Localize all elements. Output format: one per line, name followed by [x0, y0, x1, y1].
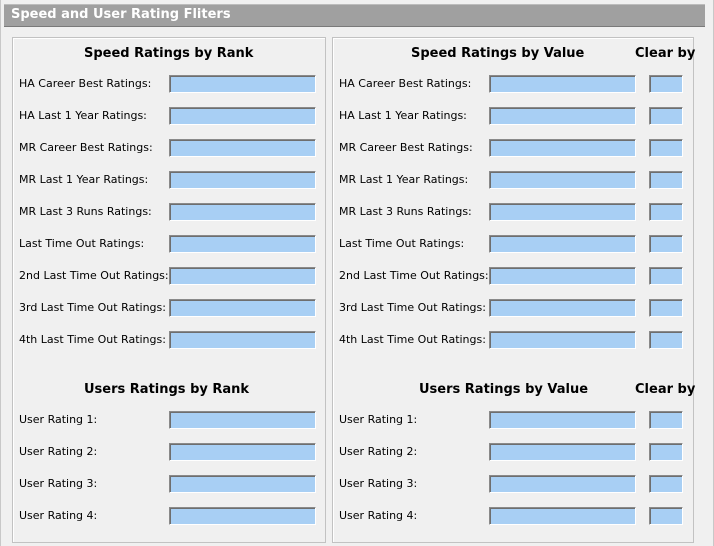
speed-rank-heading: Speed Ratings by Rank: [84, 46, 254, 61]
clear-by-input[interactable]: [649, 299, 683, 317]
rating-input[interactable]: [489, 107, 636, 125]
rating-input[interactable]: [169, 75, 316, 93]
field-label: User Rating 2:: [339, 445, 418, 458]
clear-by-input[interactable]: [649, 475, 683, 493]
window-title: Speed and User Rating Fliters: [11, 7, 231, 22]
rating-input[interactable]: [489, 411, 636, 429]
clear-by-input[interactable]: [649, 331, 683, 349]
rating-input[interactable]: [169, 171, 316, 189]
field-label: HA Career Best Ratings:: [19, 77, 152, 90]
rating-input[interactable]: [169, 107, 316, 125]
rating-input[interactable]: [169, 507, 316, 525]
field-label: MR Last 3 Runs Ratings:: [19, 205, 152, 218]
field-label: MR Career Best Ratings:: [19, 141, 153, 154]
rating-input[interactable]: [169, 475, 316, 493]
field-label: User Rating 3:: [339, 477, 418, 490]
field-label: 3rd Last Time Out Ratings:: [339, 301, 486, 314]
rating-input[interactable]: [489, 331, 636, 349]
rating-input[interactable]: [169, 235, 316, 253]
field-label: User Rating 4:: [19, 509, 98, 522]
field-label: User Rating 1:: [19, 413, 98, 426]
rating-input[interactable]: [169, 139, 316, 157]
field-label: MR Last 3 Runs Ratings:: [339, 205, 472, 218]
title-bar: Speed and User Rating Fliters: [4, 4, 705, 27]
clear-by-input[interactable]: [649, 235, 683, 253]
field-label: User Rating 4:: [339, 509, 418, 522]
rating-input[interactable]: [489, 75, 636, 93]
rating-input[interactable]: [489, 171, 636, 189]
clear-by-input[interactable]: [649, 75, 683, 93]
clear-by-input[interactable]: [649, 267, 683, 285]
rating-input[interactable]: [489, 443, 636, 461]
rating-input[interactable]: [489, 507, 636, 525]
field-label: 2nd Last Time Out Ratings:: [19, 269, 169, 282]
field-label: Last Time Out Ratings:: [19, 237, 145, 250]
rating-input[interactable]: [169, 267, 316, 285]
clear-by-input[interactable]: [649, 443, 683, 461]
user-clear-by-heading: Clear by: [635, 382, 696, 397]
field-label: MR Last 1 Year Ratings:: [339, 173, 469, 186]
clear-by-input[interactable]: [649, 507, 683, 525]
rating-input[interactable]: [169, 299, 316, 317]
clear-by-input[interactable]: [649, 171, 683, 189]
field-label: Last Time Out Ratings:: [339, 237, 465, 250]
clear-by-input[interactable]: [649, 411, 683, 429]
rank-panel: Speed Ratings by Rank HA Career Best Rat…: [12, 37, 326, 543]
field-label: 3rd Last Time Out Ratings:: [19, 301, 166, 314]
rating-input[interactable]: [169, 411, 316, 429]
field-label: User Rating 3:: [19, 477, 98, 490]
rating-input[interactable]: [169, 203, 316, 221]
rating-input[interactable]: [169, 443, 316, 461]
clear-by-input[interactable]: [649, 139, 683, 157]
speed-value-heading: Speed Ratings by Value: [411, 46, 585, 61]
rating-input[interactable]: [169, 331, 316, 349]
field-label: 4th Last Time Out Ratings:: [19, 333, 166, 346]
field-label: User Rating 1:: [339, 413, 418, 426]
rating-input[interactable]: [489, 203, 636, 221]
clear-by-input[interactable]: [649, 203, 683, 221]
rating-input[interactable]: [489, 475, 636, 493]
field-label: HA Last 1 Year Ratings:: [19, 109, 147, 122]
clear-by-input[interactable]: [649, 107, 683, 125]
user-value-heading: Users Ratings by Value: [419, 382, 589, 397]
value-panel: Speed Ratings by Value Clear by HA Caree…: [332, 37, 696, 543]
field-label: HA Career Best Ratings:: [339, 77, 472, 90]
rating-input[interactable]: [489, 235, 636, 253]
clear-by-heading: Clear by: [635, 46, 696, 61]
rating-input[interactable]: [489, 139, 636, 157]
field-label: 4th Last Time Out Ratings:: [339, 333, 486, 346]
field-label: MR Career Best Ratings:: [339, 141, 473, 154]
field-label: 2nd Last Time Out Ratings:: [339, 269, 489, 282]
field-label: MR Last 1 Year Ratings:: [19, 173, 149, 186]
rating-input[interactable]: [489, 299, 636, 317]
user-rank-heading: Users Ratings by Rank: [84, 382, 250, 397]
rating-input[interactable]: [489, 267, 636, 285]
field-label: HA Last 1 Year Ratings:: [339, 109, 467, 122]
field-label: User Rating 2:: [19, 445, 98, 458]
